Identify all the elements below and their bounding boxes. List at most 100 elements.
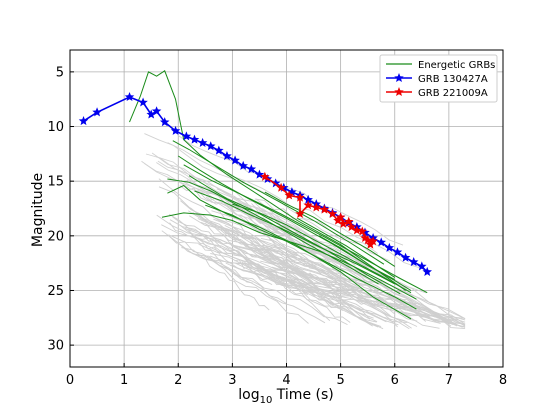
x-tick-label: 2 [174,373,182,388]
grb-130427a-star-point [197,137,208,147]
grb-221009a-star-point [303,200,313,210]
energetic-grb-curve [297,217,396,278]
y-tick-label: 20 [47,229,64,244]
grb-130427a-star-point [159,117,170,127]
grb-130427a-star-point [189,134,200,144]
grb-130427a-star-point [303,194,313,204]
background-grb-curve [192,211,458,326]
legend: Energetic GRBs GRB 130427A GRB 221009A [379,54,498,103]
grb-221009a-star-point [343,216,354,226]
grb-130427a-star-point [222,151,232,161]
x-tick-label: 4 [282,373,290,388]
grb-130427a-star-point [376,237,386,247]
grb-130427a-star-point [146,109,156,119]
background-grb-curves [141,133,466,330]
grb-221009a-star-point [311,202,322,212]
energetic-grb-curve [167,178,379,285]
background-grb-curve [180,179,349,260]
background-grb-curve [254,198,390,262]
energetic-grb-curves [129,70,428,320]
x-tick-label: 5 [336,373,344,388]
x-tick-label: 8 [499,373,507,388]
grb-130427a-star-point [384,242,395,252]
y-tick-label: 15 [47,175,64,190]
grb-221009a-star-point [357,226,368,236]
grb-221009a-star-point [276,182,286,192]
grb-130427a-star-point [422,266,432,276]
grb-221009a-star-point [295,192,305,202]
legend-130427a-label: GRB 130427A [418,74,488,85]
energetic-grb-curve [161,212,417,300]
grb-221009a-star-point [365,239,376,249]
x-tick-label: 6 [391,373,399,388]
axis-ticks: 0 1 2 3 4 5 6 7 8 5 10 15 20 25 30 [47,65,507,388]
grb-130427a-star-point [138,97,148,107]
energetic-grb-curve [232,203,412,294]
grb-130427a-star-point [408,257,419,267]
legend-energetic-label: Energetic GRBs [418,60,495,71]
grb-130427a-star-point [360,227,370,237]
grb-130427a-star-point [230,155,240,165]
energetic-grb-curve [188,175,401,295]
background-grb-curve [141,160,381,289]
background-grb-curve [188,210,382,328]
background-grb-curve [177,241,326,324]
background-grb-curve [161,230,309,324]
grb-130427a-star-point [151,106,162,116]
y-tick-label: 10 [47,120,64,135]
grb-130427a-star-point [214,145,224,155]
grb-130427a-star-point [417,261,427,271]
grb-130427a-star-point [92,107,102,117]
grb-130427a-star-point [400,252,411,262]
legend-221009a-label: GRB 221009A [418,88,488,99]
grb-221009a-star-point [333,215,343,225]
grb-221009a-star-point [352,225,362,235]
background-grb-curve [253,272,379,328]
x-axis-label: log10 Time (s) [238,387,333,406]
legend-221009a-star-marker [394,87,404,97]
background-grb-curve [157,160,315,254]
energetic-grb-curve [194,190,396,285]
background-grb-curve [169,222,253,284]
background-grb-curve [151,152,406,289]
background-grb-curve [224,233,458,327]
grb-221009a-star-point [368,236,378,246]
grb-130427a-star-point [238,160,248,170]
grb-130427a-star-point [246,164,257,174]
grb-221009a-star-point [335,212,346,222]
x-tick-label: 0 [66,373,74,388]
y-tick-label: 30 [47,339,64,354]
grb-221009a-star-point [319,204,330,214]
grb-130427a-star-point [170,125,181,135]
grb-130427a-star-point [181,131,192,141]
grb-130427a-star-point [392,247,403,257]
energetic-grb-curve [167,184,412,320]
x-tick-label: 7 [445,373,453,388]
grb-130427a-star-point [205,141,216,151]
x-tick-label: 1 [120,373,128,388]
grb-221009a-star-point [362,235,373,245]
highlighted-grb-series [78,92,432,276]
background-grb-curve [161,224,387,323]
grb-130427a-star-point [287,187,297,197]
y-axis-label: Magnitude [30,173,46,247]
grb-221009a-star-point [327,208,338,219]
energetic-grb-curve [172,140,385,265]
background-grb-curve [233,254,377,323]
grb-221009a-star-point [346,222,357,232]
y-tick-label: 25 [47,284,64,299]
background-grb-curve [184,227,384,330]
background-grb-curve [177,134,404,246]
grb-221009a-star-point [338,218,349,228]
grb-130427a-star-point [78,116,89,126]
energetic-grb-curve [129,70,406,291]
energetic-grb-curve [264,191,396,267]
energetic-grb-curve [183,164,428,294]
background-grb-curve [241,261,351,323]
grb-130427a-star-point [270,178,281,188]
energetic-grb-curve [205,204,417,310]
y-tick-label: 5 [56,65,64,80]
background-grb-curve [199,256,270,311]
energetic-grb-curve [318,235,412,291]
